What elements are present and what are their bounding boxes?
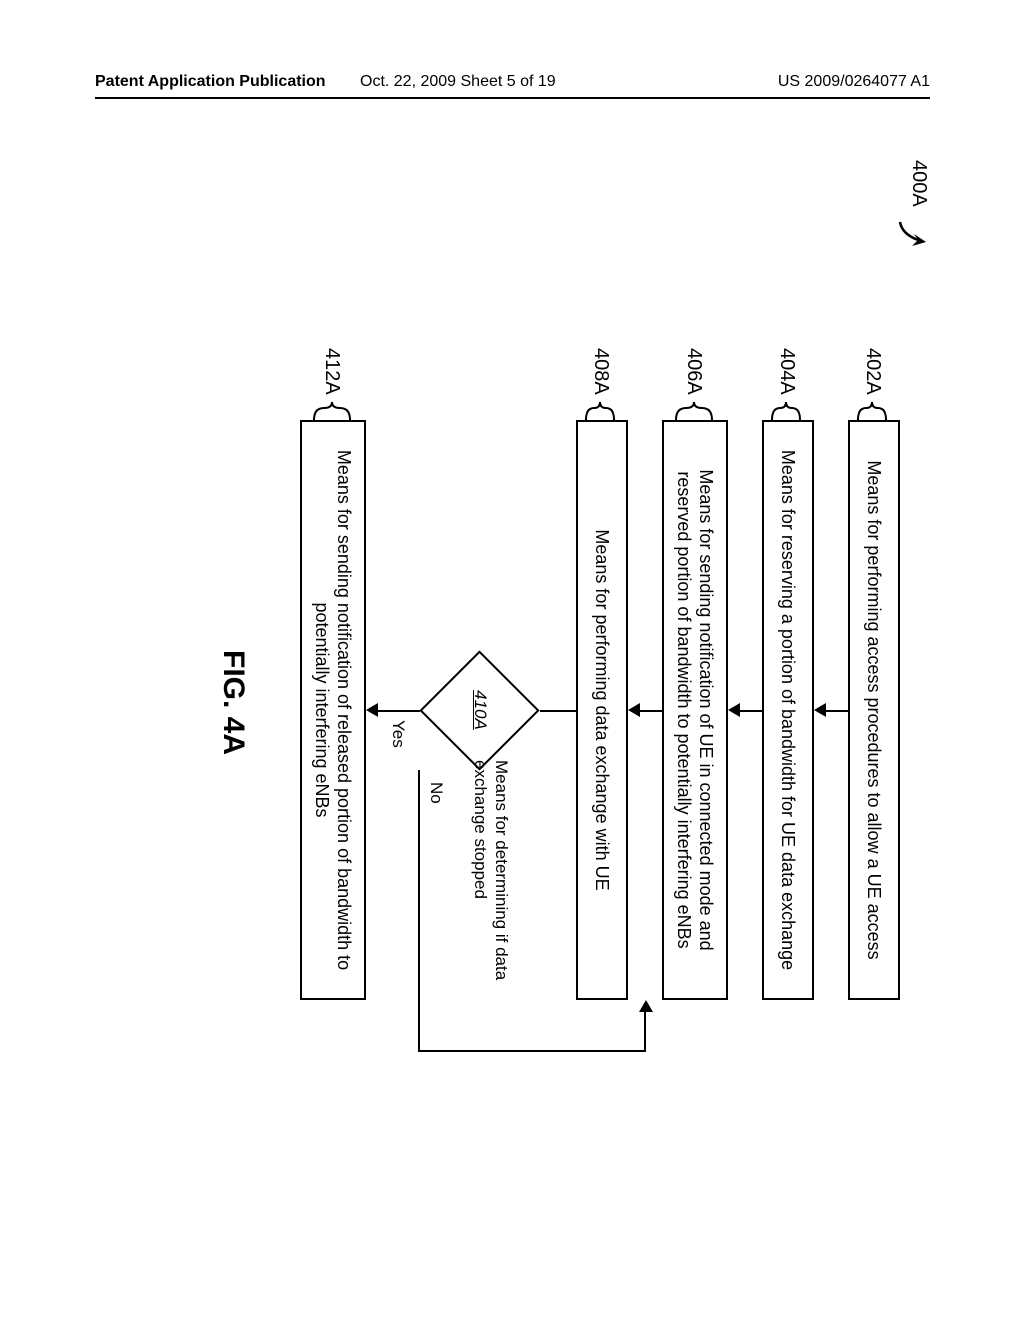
conn-no-h2	[644, 1012, 646, 1052]
box-412a-text: Means for sending notification of releas…	[311, 434, 356, 986]
conn-no-v	[418, 1050, 646, 1052]
header-right: US 2009/0264077 A1	[778, 73, 930, 91]
box-406a: Means for sending notification of UE in …	[662, 420, 728, 1000]
ref-412a: 412A	[320, 348, 343, 395]
box-402a-text: Means for performing access procedures t…	[863, 460, 886, 959]
box-412a: Means for sending notification of releas…	[300, 420, 366, 1000]
ref-406a: 406A	[682, 348, 705, 395]
decision-410a: 410A	[420, 650, 540, 770]
box-404a: Means for reserving a portion of bandwid…	[762, 420, 814, 1000]
conn-402-404	[824, 710, 848, 712]
branch-no: No	[426, 782, 446, 804]
box-402a: Means for performing access procedures t…	[848, 420, 900, 1000]
conn-404-406	[738, 710, 762, 712]
box-408a-text: Means for performing data exchange with …	[591, 529, 614, 890]
conn-410-412	[376, 710, 420, 712]
figure-title: FIG. 4A	[216, 650, 250, 755]
header-rule	[95, 97, 930, 99]
branch-yes: Yes	[388, 720, 408, 748]
arrow-402-404-icon	[814, 703, 826, 717]
brace-402a-icon	[854, 398, 890, 422]
brace-406a-icon	[672, 398, 716, 422]
decision-410a-text: Means for determining if data exchange s…	[470, 760, 513, 1020]
header-left: Patent Application Publication	[95, 73, 326, 91]
box-404a-text: Means for reserving a portion of bandwid…	[777, 450, 800, 970]
box-408a: Means for performing data exchange with …	[576, 420, 628, 1000]
brace-404a-icon	[768, 398, 804, 422]
arrow-410-412-icon	[366, 703, 378, 717]
overall-ref-arrow-icon	[896, 220, 930, 260]
arrow-no-icon	[639, 1000, 653, 1012]
overall-ref-label: 400A	[907, 160, 930, 207]
conn-406-408	[638, 710, 662, 712]
box-406a-text: Means for sending notification of UE in …	[673, 434, 718, 986]
arrow-406-408-icon	[628, 703, 640, 717]
brace-412a-icon	[310, 398, 354, 422]
ref-404a: 404A	[775, 348, 798, 395]
header-mid: Oct. 22, 2009 Sheet 5 of 19	[360, 73, 556, 91]
brace-408a-icon	[582, 398, 618, 422]
ref-408a: 408A	[589, 348, 612, 395]
conn-no-h	[418, 770, 420, 1050]
ref-402a: 402A	[861, 348, 884, 395]
conn-408-410	[540, 710, 576, 712]
decision-410a-ref: 410A	[470, 650, 490, 770]
patent-page: Patent Application Publication Oct. 22, …	[0, 0, 1024, 1320]
figure-4a: 400A 402A Means for performing access pr…	[0, 160, 930, 990]
arrow-404-406-icon	[728, 703, 740, 717]
